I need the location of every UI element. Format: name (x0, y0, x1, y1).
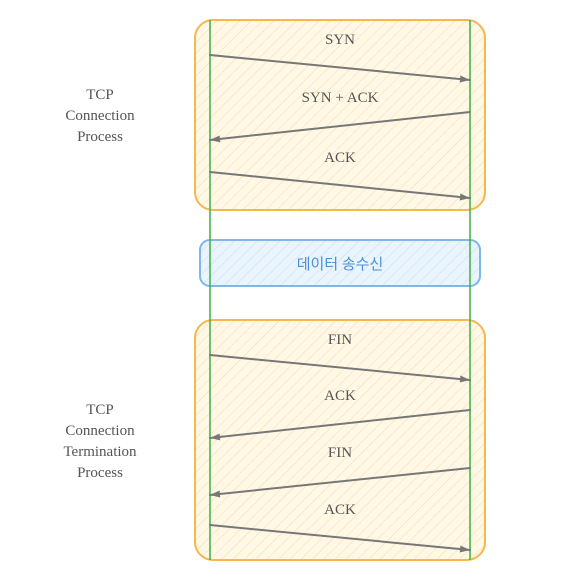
data-transfer-label: 데이터 송수신 (210, 253, 470, 274)
connection-process-label: TCPConnectionProcess (40, 85, 160, 148)
msg-label-ack3: ACK (210, 502, 470, 519)
msg-label-fin2: FIN (210, 445, 470, 462)
msg-label-ack2: ACK (210, 388, 470, 405)
msg-label-fin1: FIN (210, 332, 470, 349)
termination-process-text: TCPConnectionTerminationProcess (63, 402, 136, 481)
msg-label-synack: SYN + ACK (210, 90, 470, 107)
msg-label-syn: SYN (210, 32, 470, 49)
connection-process-text: TCPConnectionProcess (65, 87, 134, 145)
msg-label-ack1: ACK (210, 150, 470, 167)
termination-process-label: TCPConnectionTerminationProcess (35, 400, 165, 484)
data-transfer-text: 데이터 송수신 (297, 257, 384, 273)
